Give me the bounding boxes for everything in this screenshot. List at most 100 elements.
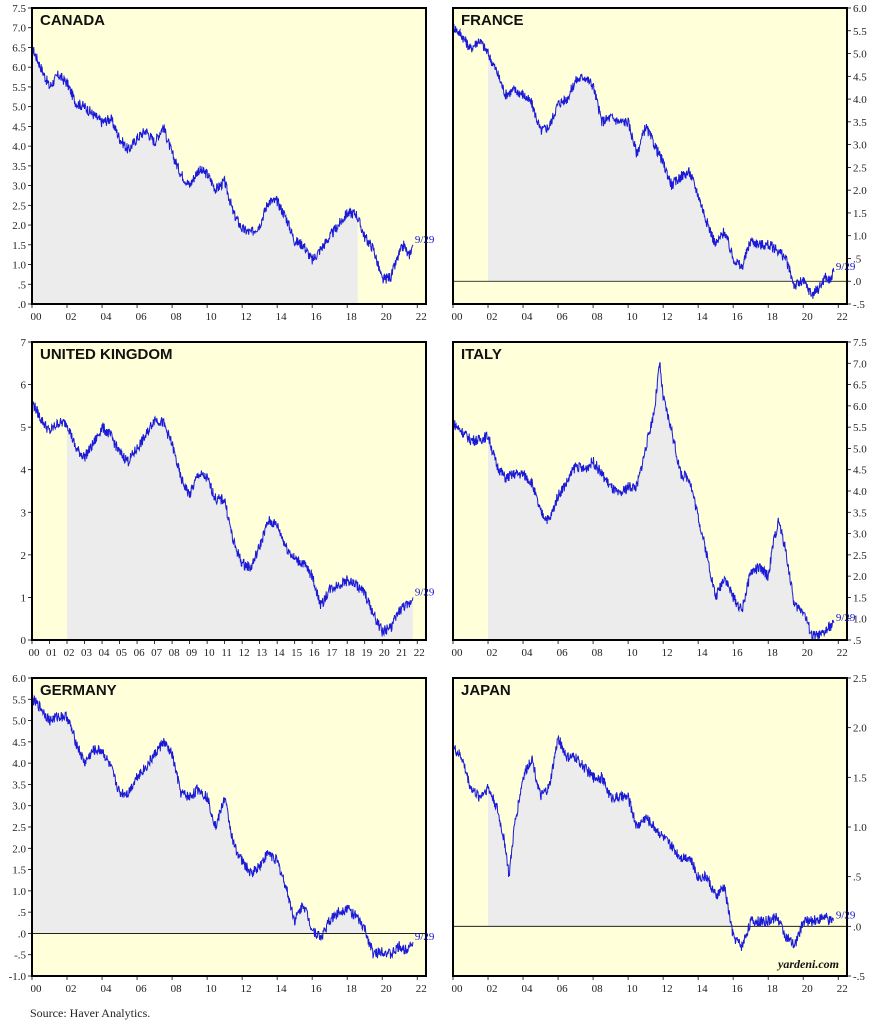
y-tick-label: .5 [853, 253, 862, 265]
y-tick-label: 6.5 [853, 380, 867, 392]
series-line [452, 735, 835, 951]
y-tick-label: 5.5 [853, 26, 867, 38]
x-tick-label: 16 [732, 647, 744, 659]
plot-frame [31, 341, 427, 641]
x-tick-label: 22 [837, 311, 848, 323]
y-tick-label: 0 [21, 635, 27, 647]
panel-canada: CANADA 9/29 .0 .5 1.0 1.5 2.0 2.5 3.0 3.5 4.0 4.5 5.… [12, 3, 435, 323]
x-tick-label: 06 [557, 647, 569, 659]
x-tick-label: 06 [557, 311, 569, 323]
y-tick-label: 6.5 [12, 42, 26, 54]
y-tick-label: .5 [18, 907, 27, 919]
x-tick-label: 14 [276, 311, 288, 323]
x-tick-label: 20 [381, 983, 393, 995]
watermark: yardeni.com [776, 957, 839, 971]
x-tick-label: 06 [136, 311, 148, 323]
shaded-area [32, 43, 358, 305]
y-tick-label: 5.0 [12, 716, 26, 728]
y-tick-label: 3.5 [853, 507, 867, 519]
y-tick-label: 6 [21, 380, 27, 392]
x-tick-label: 20 [379, 647, 391, 659]
x-tick-label: 22 [416, 983, 427, 995]
x-tick-label: 02 [487, 311, 498, 323]
x-tick-label: 05 [116, 647, 128, 659]
y-tick-label: 1.5 [853, 772, 867, 784]
y-tick-label: .0 [853, 921, 862, 933]
x-tick-label: 18 [344, 647, 356, 659]
y-tick-label: 3.0 [853, 529, 867, 541]
series-line [452, 22, 835, 299]
y-tick-label: 7.0 [853, 358, 867, 370]
y-tick-label: 2.5 [853, 673, 867, 685]
panel-japan: JAPAN 9/29 -.5 .0 .5 1.0 1.5 2.0 2.5 00 02 04 06 08 10… [452, 673, 868, 995]
x-tick-label: 19 [361, 647, 373, 659]
y-tick-label: .0 [18, 299, 27, 311]
plot-frame [452, 7, 848, 305]
shaded-area [488, 735, 734, 927]
y-tick-label: 3.0 [12, 801, 26, 813]
y-tick-label: 2.0 [853, 723, 867, 735]
x-tick-label: 06 [134, 647, 146, 659]
x-tick-label: 12 [662, 311, 673, 323]
y-tick-label: 4.5 [12, 737, 26, 749]
shaded-area [32, 695, 413, 934]
shaded-area [488, 362, 812, 640]
y-tick-label: 4.5 [853, 465, 867, 477]
y-tick-label: 2.0 [12, 843, 26, 855]
x-tick-label: 18 [767, 983, 779, 995]
y-tick-label: 4.0 [853, 486, 867, 498]
x-tick-label: 16 [311, 311, 323, 323]
chart-title: CANADA [40, 12, 105, 29]
y-tick-label: 1.5 [853, 592, 867, 604]
y-tick-label: 6.0 [12, 62, 26, 74]
y-tick-label: 4.0 [12, 758, 26, 770]
y-tick-label: 7.5 [12, 3, 26, 15]
x-tick-label: 15 [291, 647, 303, 659]
y-tick-label: 1.0 [853, 614, 867, 626]
y-tick-label: 1.5 [12, 865, 26, 877]
x-tick-label: 01 [46, 647, 57, 659]
x-tick-label: 06 [557, 983, 569, 995]
y-tick-label: .0 [18, 928, 27, 940]
shaded-area [488, 48, 800, 282]
y-tick-label: .5 [18, 279, 27, 291]
y-tick-label: 3.5 [853, 117, 867, 129]
x-tick-label: 10 [204, 647, 216, 659]
x-tick-label: 11 [221, 647, 232, 659]
y-tick-label: 5.0 [853, 49, 867, 61]
y-tick-label: 1 [21, 592, 27, 604]
x-tick-label: 18 [767, 311, 779, 323]
x-tick-label: 10 [206, 311, 218, 323]
y-tick-label: 3 [21, 507, 27, 519]
y-tick-label: 3.0 [853, 140, 867, 152]
y-tick-label: 5.5 [12, 82, 26, 94]
panel-germany: GERMANY 9/29 -1.0 -.5 .0 .5 1.0 1.5 2.0 2.5 3.0 3.5… [9, 673, 435, 995]
x-tick-label: 16 [309, 647, 321, 659]
x-tick-label: 04 [522, 311, 534, 323]
x-tick-label: 16 [732, 311, 744, 323]
x-tick-label: 17 [326, 647, 338, 659]
chart-title: GERMANY [40, 682, 117, 699]
x-tick-label: 02 [66, 311, 77, 323]
x-tick-label: 12 [241, 311, 252, 323]
y-tick-label: 4.5 [12, 121, 26, 133]
y-tick-label: 1.0 [12, 886, 26, 898]
end-date-label: 9/29 [415, 931, 435, 943]
x-tick-label: 21 [396, 647, 407, 659]
source-note: Source: Haver Analytics. [30, 1006, 151, 1020]
y-tick-label: .0 [853, 276, 862, 288]
chart-title: UNITED KINGDOM [40, 346, 173, 363]
x-tick-label: 00 [452, 983, 464, 995]
x-tick-label: 00 [31, 983, 43, 995]
x-tick-label: 12 [241, 983, 252, 995]
end-date-label: 9/29 [836, 909, 856, 921]
y-tick-label: 5.0 [853, 443, 867, 455]
y-tick-label: 1.0 [853, 822, 867, 834]
x-tick-label: 07 [151, 647, 163, 659]
series-line [31, 399, 414, 637]
x-tick-label: 20 [802, 311, 814, 323]
end-date-label: 9/29 [836, 261, 856, 273]
x-tick-label: 22 [416, 311, 427, 323]
y-tick-label: 2 [21, 550, 27, 562]
